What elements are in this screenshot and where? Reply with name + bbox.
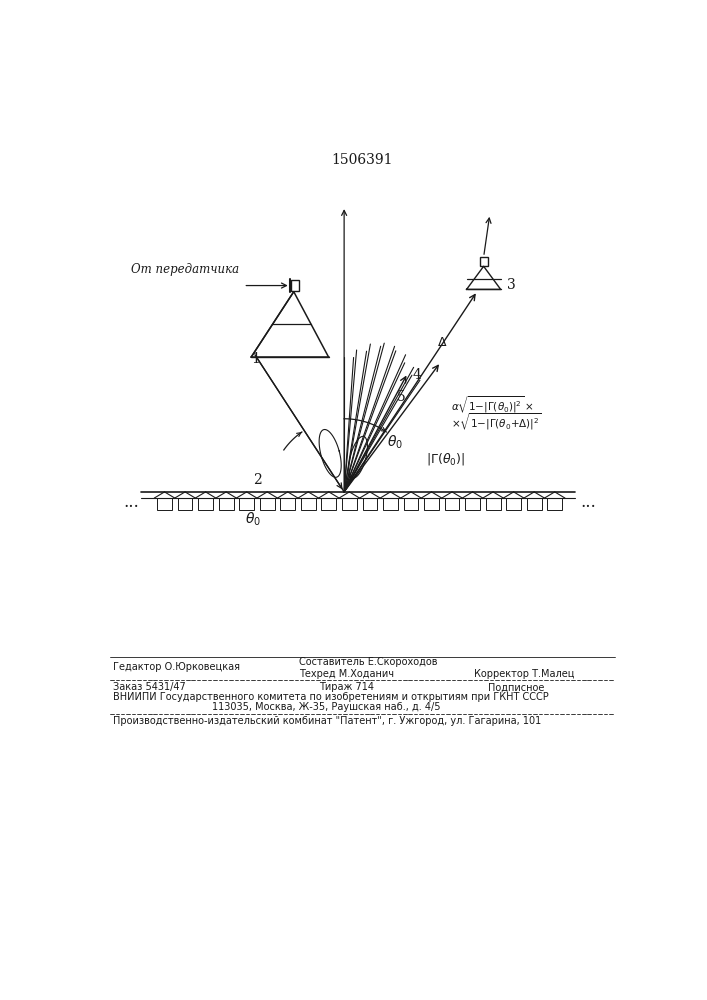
Text: $\Delta$: $\Delta$ xyxy=(437,336,448,349)
Bar xyxy=(218,498,233,510)
Bar xyxy=(547,498,562,510)
Text: 1: 1 xyxy=(251,352,260,366)
Text: 5: 5 xyxy=(397,390,406,404)
Bar xyxy=(527,498,542,510)
Text: Составитель Е.Скороходов: Составитель Е.Скороходов xyxy=(299,657,438,667)
Bar xyxy=(322,498,337,510)
Text: $\theta_0$: $\theta_0$ xyxy=(387,433,403,451)
Text: 2: 2 xyxy=(253,473,262,487)
Text: Корректор Т.Малец: Корректор Т.Малец xyxy=(474,669,575,679)
Text: 3: 3 xyxy=(507,278,515,292)
Text: ВНИИПИ Государственного комитета по изобретениям и открытиям при ГКНТ СССР: ВНИИПИ Государственного комитета по изоб… xyxy=(113,692,549,702)
Bar xyxy=(239,498,254,510)
Text: Гедактор О.Юрковецкая: Гедактор О.Юрковецкая xyxy=(113,662,240,672)
Bar xyxy=(177,498,192,510)
Text: 1506391: 1506391 xyxy=(331,153,392,167)
Bar xyxy=(445,498,460,510)
Bar xyxy=(424,498,439,510)
Text: От передатчика: От передатчика xyxy=(132,263,240,276)
Text: 4: 4 xyxy=(412,368,421,382)
Bar xyxy=(506,498,521,510)
Bar xyxy=(301,498,315,510)
Bar xyxy=(404,498,419,510)
Text: $\theta_0$: $\theta_0$ xyxy=(245,510,261,528)
Bar xyxy=(291,280,299,291)
Text: Заказ 5431/47: Заказ 5431/47 xyxy=(113,682,186,692)
Text: Подписное: Подписное xyxy=(488,682,544,692)
Text: Производственно-издательский комбинат "Патент", г. Ужгород, ул. Гагарина, 101: Производственно-издательский комбинат "П… xyxy=(113,716,542,726)
Bar xyxy=(486,498,501,510)
Text: ...: ... xyxy=(580,494,596,511)
Bar xyxy=(259,498,274,510)
Text: Техред М.Ходанич: Техред М.Ходанич xyxy=(299,669,395,679)
Text: $\times\sqrt{1{-}|\Gamma(\theta_0{+}\Delta)|^2}$: $\times\sqrt{1{-}|\Gamma(\theta_0{+}\Del… xyxy=(451,411,542,432)
Text: $\alpha\sqrt{1{-}|\Gamma(\theta_0)|^2}\times$: $\alpha\sqrt{1{-}|\Gamma(\theta_0)|^2}\t… xyxy=(451,394,534,415)
Text: Тираж 714: Тираж 714 xyxy=(320,682,374,692)
Text: ...: ... xyxy=(123,494,139,511)
Bar xyxy=(157,498,172,510)
Text: 113035, Москва, Ж-35, Раушская наб., д. 4/5: 113035, Москва, Ж-35, Раушская наб., д. … xyxy=(212,702,441,712)
Bar xyxy=(363,498,378,510)
Bar xyxy=(465,498,480,510)
Bar xyxy=(383,498,398,510)
Bar xyxy=(342,498,357,510)
Bar xyxy=(281,498,295,510)
Text: $|\Gamma(\theta_0)|$: $|\Gamma(\theta_0)|$ xyxy=(426,451,464,467)
Bar xyxy=(480,257,488,266)
Bar xyxy=(198,498,213,510)
